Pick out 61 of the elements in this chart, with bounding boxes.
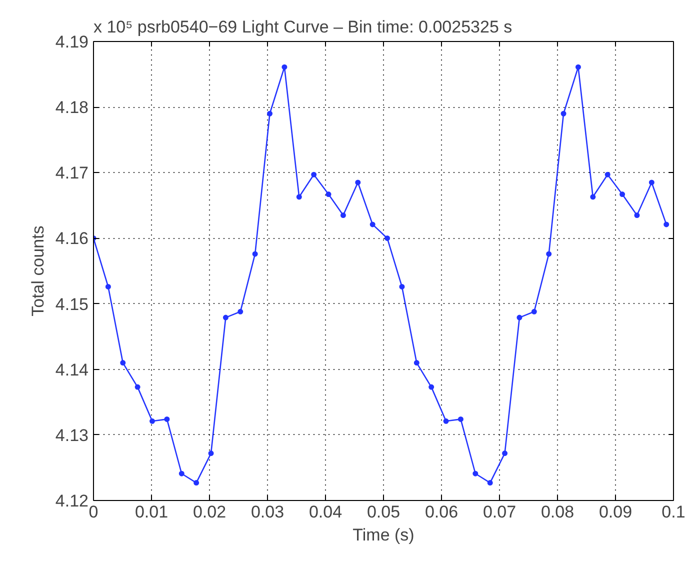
point [487, 480, 493, 486]
x-tick-label: 0.04 [308, 502, 342, 522]
x-tick-label: 0.01 [134, 502, 168, 522]
point [282, 64, 288, 70]
point [575, 64, 581, 70]
point [516, 314, 522, 320]
point [252, 251, 258, 257]
x-tick-label: 0 [88, 502, 98, 522]
y-tick-label: 4.19 [55, 32, 89, 52]
y-tick-label: 4.18 [55, 98, 89, 118]
chart-title: x 10⁵ psrb0540−69 Light Curve – Bin time: 0.0025325 s [94, 18, 512, 36]
y-tick-label: 4.14 [55, 360, 89, 380]
y-tick-label: 4.12 [55, 492, 89, 510]
x-tick-label: 0.1 [662, 502, 686, 522]
point [194, 480, 200, 486]
point [428, 384, 434, 390]
point [443, 418, 449, 424]
point [648, 180, 654, 186]
point [634, 212, 640, 218]
point [164, 416, 170, 422]
x-tick-label: 0.09 [598, 502, 632, 522]
x-tick-label: 0.03 [250, 502, 284, 522]
point [296, 194, 302, 200]
x-tick-label: 0.07 [482, 502, 516, 522]
point [458, 416, 464, 422]
x-tick-label: 0.05 [366, 502, 400, 522]
point [531, 308, 537, 314]
point [178, 470, 184, 476]
y-tick-label: 4.17 [55, 164, 89, 183]
x-tick-label: 0.02 [192, 502, 226, 522]
point [384, 235, 390, 241]
point [208, 450, 214, 456]
x-tick-label: 0.08 [540, 502, 574, 522]
point [311, 172, 317, 178]
x-tick-label: 0.06 [424, 502, 458, 522]
point [222, 314, 228, 320]
point [134, 384, 140, 390]
point [620, 192, 626, 198]
point [472, 470, 478, 476]
y-tick-label: 4.13 [55, 426, 89, 445]
point [370, 222, 376, 228]
point [355, 180, 361, 186]
x-axis-title: Time (s) [352, 526, 414, 544]
point [546, 251, 552, 257]
point [267, 110, 273, 116]
y-tick-label: 4.16 [55, 229, 89, 248]
point [326, 192, 332, 198]
point [340, 212, 346, 218]
point [590, 194, 596, 200]
point [502, 450, 508, 456]
y-tick-label: 4.15 [55, 294, 89, 314]
point [604, 172, 610, 178]
point [238, 308, 244, 314]
point [150, 418, 156, 424]
y-axis-title: Total counts [28, 226, 48, 316]
point [414, 360, 420, 366]
point [105, 284, 111, 290]
point [399, 284, 405, 290]
point [120, 360, 126, 366]
point [560, 110, 566, 116]
point [664, 222, 670, 228]
